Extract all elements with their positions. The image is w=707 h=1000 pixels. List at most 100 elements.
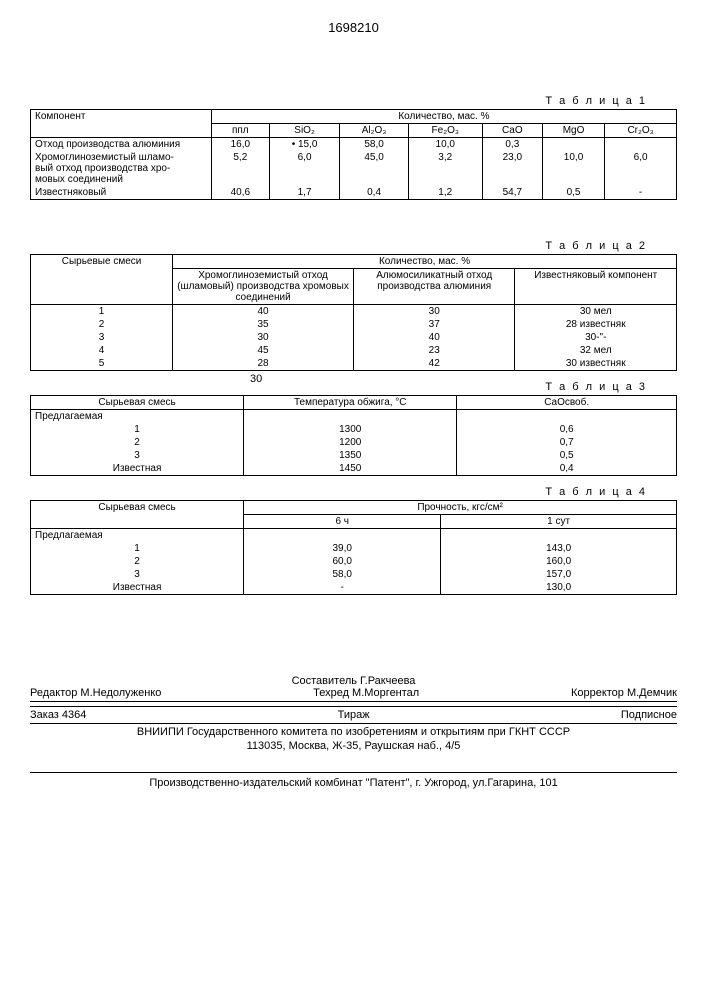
cell: 45 xyxy=(173,344,354,357)
cell: 30-"- xyxy=(515,331,677,344)
cell: 0,5 xyxy=(457,449,677,462)
sub: Подписное xyxy=(621,709,677,721)
t1-r0-name: Отход производства алюминия xyxy=(31,138,212,152)
table1-label: Т а б л и ц а 1 xyxy=(30,95,677,107)
cell: 39,0 xyxy=(244,542,441,555)
t2-h1: Сырьевые смеси xyxy=(31,255,173,305)
table2: Сырьевые смеси Количество, мас. % Хромог… xyxy=(30,254,677,371)
cell: 28 известняк xyxy=(515,318,677,331)
cell: 3,2 xyxy=(408,151,482,186)
cell: 0,6 xyxy=(457,423,677,436)
t1-c6: Cr₂O₃ xyxy=(605,124,677,138)
cell: - xyxy=(605,186,677,200)
t4-h2: Прочность, кгс/см² xyxy=(244,501,677,515)
cell: 23 xyxy=(353,344,515,357)
cell: 2 xyxy=(31,555,244,568)
t3-c0: Сырьевая смесь xyxy=(31,396,244,410)
cell: 1 xyxy=(31,542,244,555)
t1-c5: MgO xyxy=(542,124,604,138)
cell: 3 xyxy=(31,449,244,462)
cell: 6,0 xyxy=(605,151,677,186)
table3-label: Т а б л и ц а 3 xyxy=(262,381,677,393)
t2-h2: Количество, мас. % xyxy=(173,255,677,269)
t2-c0: Хромоглиноземистый отход (шламовый) прои… xyxy=(173,269,354,305)
cell: 2 xyxy=(31,318,173,331)
cell: Известная xyxy=(31,462,244,476)
cell: 1300 xyxy=(244,423,457,436)
t4-c0: 6 ч xyxy=(244,515,441,529)
t3-c1: Температура обжига, °С xyxy=(244,396,457,410)
t1-c3: Fe₂O₃ xyxy=(408,124,482,138)
corrector: Корректор М.Демчик xyxy=(571,687,677,699)
cell: 1450 xyxy=(244,462,457,476)
editor: Редактор М.Недолуженко xyxy=(30,687,161,699)
tirage: Тираж xyxy=(338,709,370,721)
cell: 10,0 xyxy=(542,151,604,186)
cell: 0,7 xyxy=(457,436,677,449)
cell: 1200 xyxy=(244,436,457,449)
cell: 3 xyxy=(31,568,244,581)
tech: Техред М.Моргентал xyxy=(313,687,419,699)
cell: 1 xyxy=(31,305,173,319)
t4-group: Предлагаемая xyxy=(31,529,244,543)
table3: Сырьевая смесь Температура обжига, °С Са… xyxy=(30,395,677,476)
cell: - xyxy=(244,581,441,595)
bottom-line: Производственно-издательский комбинат "П… xyxy=(30,772,677,789)
org: ВНИИПИ Государственного комитета по изоб… xyxy=(30,726,677,738)
cell: 130,0 xyxy=(441,581,677,595)
cell: • 15,0 xyxy=(269,138,340,152)
cell: 42 xyxy=(353,357,515,371)
cell: 40,6 xyxy=(211,186,269,200)
table2-label: Т а б л и ц а 2 xyxy=(30,240,677,252)
t1-r2-name: Известняковый xyxy=(31,186,212,200)
t3-group: Предлагаемая xyxy=(31,410,244,424)
addr: 113035, Москва, Ж-35, Раушская наб., 4/5 xyxy=(30,740,677,752)
cell: 1,7 xyxy=(269,186,340,200)
t1-h2: Количество, мас. % xyxy=(211,110,676,124)
cell: 160,0 xyxy=(441,555,677,568)
t1-c0: ппл xyxy=(211,124,269,138)
cell: 0,4 xyxy=(457,462,677,476)
cell: 58,0 xyxy=(340,138,408,152)
cell: 28 xyxy=(173,357,354,371)
cell: 16,0 xyxy=(211,138,269,152)
cell xyxy=(605,138,677,152)
cell: 30 xyxy=(173,331,354,344)
t4-c1: 1 сут xyxy=(441,515,677,529)
t3-c2: СаОсвоб. xyxy=(457,396,677,410)
cell: 40 xyxy=(173,305,354,319)
cell: 1350 xyxy=(244,449,457,462)
cell: 30 известняк xyxy=(515,357,677,371)
cell: 45,0 xyxy=(340,151,408,186)
cell: 30 мел xyxy=(515,305,677,319)
cell: 58,0 xyxy=(244,568,441,581)
cell xyxy=(542,138,604,152)
cell: 54,7 xyxy=(482,186,542,200)
cell: 157,0 xyxy=(441,568,677,581)
t2-c2: Известняковый компонент xyxy=(515,269,677,305)
cell: 4 xyxy=(31,344,173,357)
cell: 0,5 xyxy=(542,186,604,200)
cell: 2 xyxy=(31,436,244,449)
cell: 1,2 xyxy=(408,186,482,200)
cell: 5,2 xyxy=(211,151,269,186)
cell: 143,0 xyxy=(441,542,677,555)
cell: 0,3 xyxy=(482,138,542,152)
order: Заказ 4364 xyxy=(30,709,86,721)
t1-c1: SiO₂ xyxy=(269,124,340,138)
cell: 30 xyxy=(353,305,515,319)
cell: 5 xyxy=(31,357,173,371)
t1-h1: Компонент xyxy=(31,110,212,138)
compiler: Составитель Г.Ракчеева xyxy=(30,675,677,687)
cell: 40 xyxy=(353,331,515,344)
t4-h1: Сырьевая смесь xyxy=(31,501,244,529)
cell: 1 xyxy=(31,423,244,436)
table2-below: 30 xyxy=(30,373,262,393)
cell: 6,0 xyxy=(269,151,340,186)
cell: 3 xyxy=(31,331,173,344)
cell: 23,0 xyxy=(482,151,542,186)
cell: 60,0 xyxy=(244,555,441,568)
t2-c1: Алюмосиликатный отход производства алюми… xyxy=(353,269,515,305)
table1: Компонент Количество, мас. % ппл SiO₂ Al… xyxy=(30,109,677,200)
cell: 10,0 xyxy=(408,138,482,152)
